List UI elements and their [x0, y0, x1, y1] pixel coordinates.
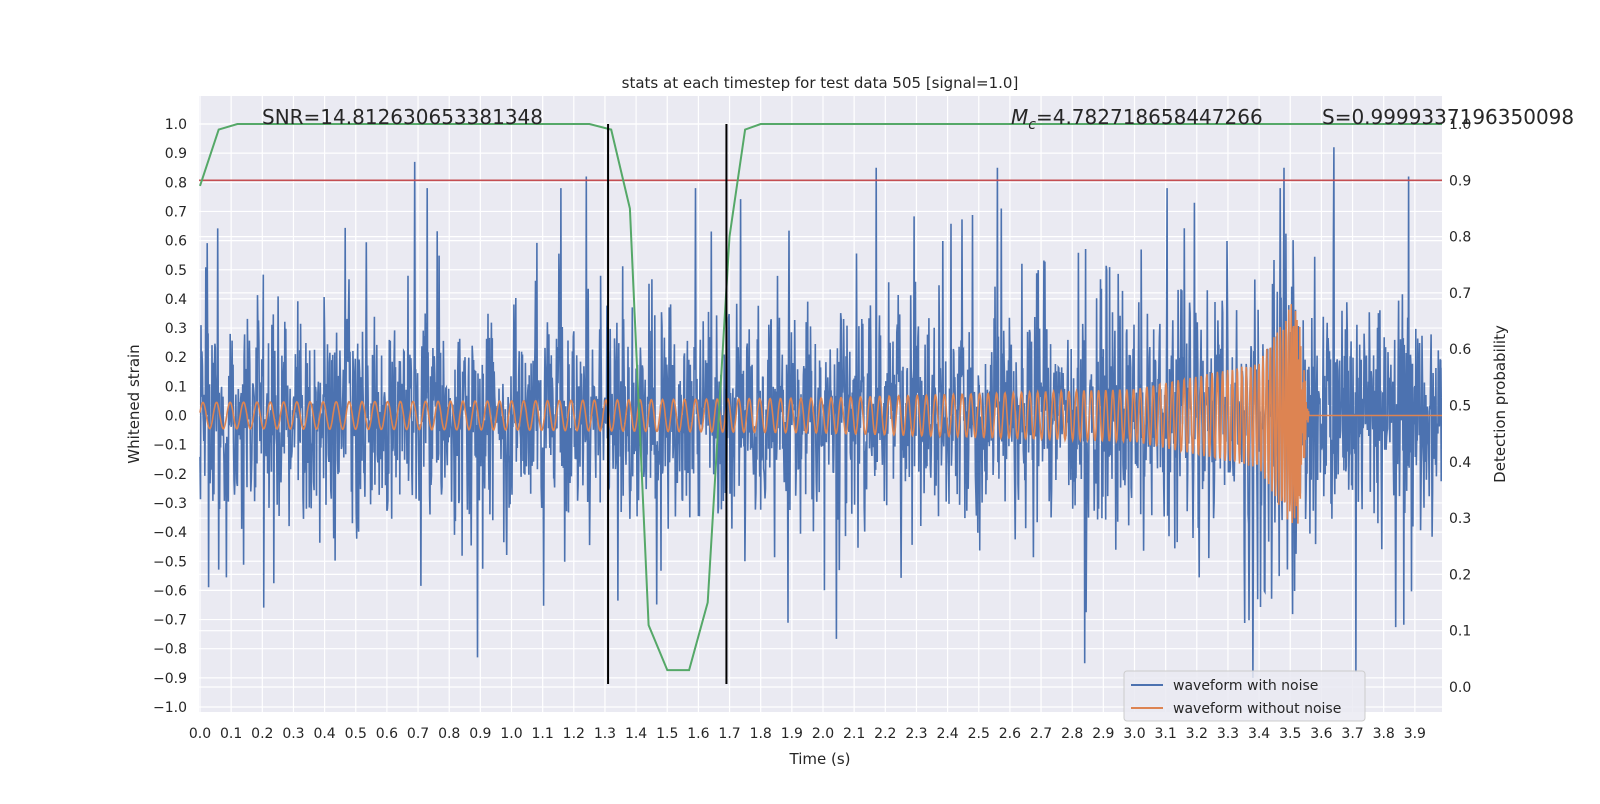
y-left-tick-label: −0.5 — [153, 554, 187, 570]
y-left-tick-label: −0.4 — [153, 525, 187, 541]
x-tick-label: 1.3 — [594, 726, 616, 742]
x-tick-label: 1.9 — [781, 726, 803, 742]
y-left-tick-label: 0.3 — [165, 321, 187, 337]
y-left-tick-label: 0.8 — [165, 175, 187, 191]
y-left-tick-label: 0.4 — [165, 292, 187, 308]
y-axis-right-label: Detection probability — [1491, 325, 1509, 483]
series-line-detection-probability — [199, 123, 1442, 672]
chirp-mass-annotation: Mc=4.782718658447266 — [1011, 105, 1263, 133]
x-tick-label: 1.5 — [656, 726, 678, 742]
y-right-tick-label: 0.5 — [1449, 399, 1471, 415]
statistic-annotation: S=0.9999337196350098 — [1322, 105, 1574, 129]
y-left-tick-label: −0.3 — [153, 496, 187, 512]
chirp-mass-value: =4.782718658447266 — [1036, 105, 1263, 129]
y-left-tick-label: 0.9 — [165, 146, 187, 162]
y-right-tick-label: 0.4 — [1449, 455, 1471, 471]
x-tick-label: 1.2 — [563, 726, 585, 742]
x-tick-label: 3.0 — [1123, 726, 1145, 742]
x-tick-label: 3.4 — [1248, 726, 1270, 742]
y-left-tick-label: −0.1 — [153, 438, 187, 454]
y-left-tick-label: 0.1 — [165, 379, 187, 395]
x-tick-label: 2.5 — [968, 726, 990, 742]
x-tick-label: 3.6 — [1310, 726, 1332, 742]
x-tick-label: 0.1 — [220, 726, 242, 742]
x-tick-labels: 0.0 0.1 0.2 0.3 0.4 0.5 0.6 0.7 0.8 0.9 1.0 1.1 1.2 1… — [189, 726, 1426, 742]
x-tick-label: 2.7 — [1030, 726, 1052, 742]
x-tick-label: 0.2 — [251, 726, 273, 742]
y-left-tick-label: 0.7 — [165, 204, 187, 220]
series-line-waveform-without-noise — [199, 304, 1442, 524]
legend-label-clean: waveform without noise — [1173, 701, 1341, 717]
x-tick-label: 1.0 — [500, 726, 522, 742]
y-right-tick-label: 0.6 — [1449, 342, 1471, 358]
x-tick-label: 3.7 — [1341, 726, 1363, 742]
x-tick-label: 2.9 — [1092, 726, 1114, 742]
x-tick-label: 1.4 — [625, 726, 647, 742]
x-tick-label: 3.3 — [1217, 726, 1239, 742]
chirp-mass-symbol: M — [1011, 105, 1028, 129]
x-tick-label: 0.0 — [189, 726, 211, 742]
y-left-tick-labels: 1.0 0.9 0.8 0.7 0.6 0.5 0.4 0.3 0.2 0.1 0.0 −0.1 −0.… — [153, 117, 187, 716]
x-tick-label: 2.3 — [905, 726, 927, 742]
y-left-tick-label: 1.0 — [165, 117, 187, 133]
x-tick-label: 3.9 — [1404, 726, 1426, 742]
y-right-tick-labels: 1.0 0.9 0.8 0.7 0.6 0.5 0.4 0.3 0.2 0.1 0.0 — [1449, 117, 1471, 696]
x-tick-label: 0.4 — [313, 726, 335, 742]
x-tick-label: 3.2 — [1186, 726, 1208, 742]
x-tick-label: 0.8 — [438, 726, 460, 742]
snr-annotation: SNR=14.812630653381348 — [262, 105, 543, 129]
y-left-tick-label: 0.5 — [165, 263, 187, 279]
y-left-tick-label: 0.2 — [165, 350, 187, 366]
x-tick-label: 1.7 — [718, 726, 740, 742]
x-tick-label: 3.8 — [1373, 726, 1395, 742]
y-left-tick-label: −0.7 — [153, 613, 187, 629]
y-right-tick-label: 0.7 — [1449, 286, 1471, 302]
legend-label-noise: waveform with noise — [1173, 678, 1318, 694]
y-right-tick-label: 1.0 — [1449, 117, 1471, 133]
x-tick-label: 2.0 — [812, 726, 834, 742]
y-axis-left-label: Whitened strain — [125, 344, 143, 463]
x-tick-label: 0.9 — [469, 726, 491, 742]
x-tick-label: 0.6 — [376, 726, 398, 742]
x-tick-label: 2.2 — [874, 726, 896, 742]
y-right-tick-label: 0.2 — [1449, 567, 1471, 583]
x-tick-label: 2.8 — [1061, 726, 1083, 742]
y-right-tick-label: 0.3 — [1449, 511, 1471, 527]
x-tick-label: 1.1 — [532, 726, 554, 742]
x-tick-label: 1.8 — [750, 726, 772, 742]
chirp-mass-subscript: c — [1028, 117, 1036, 133]
y-left-tick-label: −0.9 — [153, 671, 187, 687]
x-tick-label: 3.5 — [1279, 726, 1301, 742]
y-right-tick-label: 0.0 — [1449, 680, 1471, 696]
x-tick-label: 0.5 — [345, 726, 367, 742]
chart-title: stats at each timestep for test data 505… — [622, 74, 1019, 92]
y-left-tick-label: 0.0 — [165, 409, 187, 425]
y-left-tick-label: 0.6 — [165, 234, 187, 250]
y-left-tick-label: −0.2 — [153, 467, 187, 483]
y-left-tick-label: −0.8 — [153, 642, 187, 658]
x-tick-label: 3.1 — [1155, 726, 1177, 742]
y-right-tick-label: 0.9 — [1449, 173, 1471, 189]
x-tick-label: 1.6 — [687, 726, 709, 742]
x-tick-label: 2.6 — [999, 726, 1021, 742]
y-left-tick-label: −1.0 — [153, 700, 187, 716]
legend: waveform with noise waveform without noi… — [1123, 670, 1366, 722]
legend-box — [1123, 670, 1366, 722]
x-axis-label: Time (s) — [789, 750, 851, 768]
y-right-tick-label: 0.8 — [1449, 230, 1471, 246]
y-right-tick-label: 0.1 — [1449, 624, 1471, 640]
x-tick-label: 0.3 — [282, 726, 304, 742]
x-tick-label: 0.7 — [407, 726, 429, 742]
x-tick-label: 2.1 — [843, 726, 865, 742]
x-tick-label: 2.4 — [936, 726, 958, 742]
y-left-tick-label: −0.6 — [153, 583, 187, 599]
